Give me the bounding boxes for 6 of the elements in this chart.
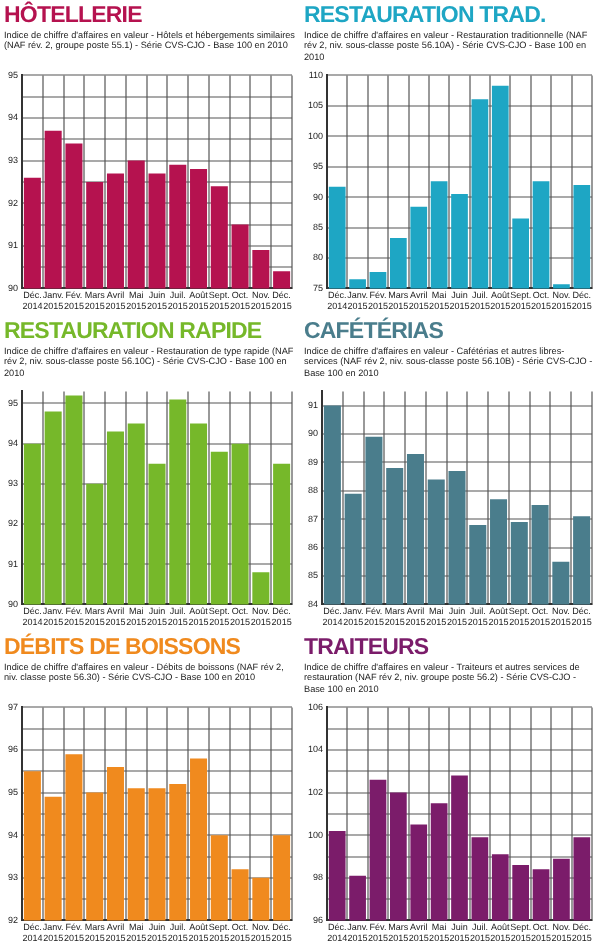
chart-title: HÔTELLERIE: [4, 2, 144, 30]
chart-title: DÉBITS DE BOISSONS: [4, 634, 243, 662]
chart-title: RESTAURATION RAPIDE: [4, 318, 264, 346]
chart-title: TRAITEURS: [304, 634, 431, 662]
chart-title: CAFÉTÉRIAS: [304, 318, 445, 346]
chart-title: RESTAURATION TRAD.: [304, 2, 548, 30]
